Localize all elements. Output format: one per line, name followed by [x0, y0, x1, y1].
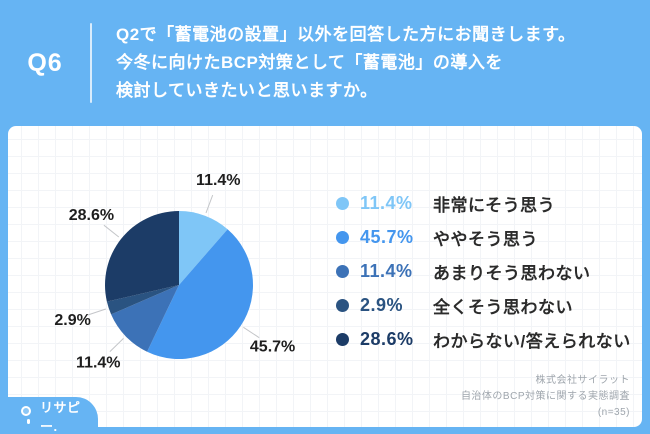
pin-magnifier-icon — [21, 406, 35, 425]
pie-value-label: 45.7% — [250, 339, 295, 356]
pie-leader-line — [103, 224, 120, 238]
legend-percent: 28.6% — [360, 329, 414, 349]
question-line-3: 検討していきたいと思いますか。 — [116, 81, 378, 100]
legend-label: ややそう思う — [433, 230, 538, 249]
brand-logo-text: リサピー. — [39, 399, 81, 434]
question-number: Q6 — [27, 48, 63, 77]
pie-leader-line — [243, 326, 260, 339]
legend-dot — [336, 299, 349, 312]
legend-percent: 2.9% — [360, 295, 404, 315]
legend-label: わからない/答えられない — [433, 332, 631, 351]
source-company: 株式会社サイラット — [535, 375, 630, 386]
legend-dot — [336, 333, 349, 346]
pie-slice-2 — [111, 285, 179, 352]
pie-leader-line — [205, 194, 214, 214]
question-line-2: 今冬に向けたBCP対策として「蓄電池」の導入を — [116, 53, 503, 72]
legend-item: 11.4% 非常にそう思う — [336, 192, 631, 215]
legend-label: あまりそう思わない — [433, 264, 591, 283]
pie-slice-0 — [179, 211, 228, 285]
source-survey-title: 自治体のBCP対策に関する実態調査 — [460, 391, 630, 402]
pie-slice-1 — [147, 229, 254, 360]
legend-percent: 11.4% — [360, 193, 413, 213]
source-sample-size: (n=35) — [597, 407, 630, 418]
pie-slice-3 — [106, 285, 179, 315]
chart-legend: 11.4% 非常にそう思う 45.7% ややそう思う 11.4% あまりそう思わ… — [336, 192, 631, 351]
pie-leader-line — [87, 308, 106, 316]
legend-dot — [336, 231, 349, 244]
legend-label: 全くそう思わない — [433, 298, 573, 317]
survey-source: 株式会社サイラット 自治体のBCP対策に関する実態調査 (n=35) — [461, 373, 630, 421]
legend-item: 11.4% あまりそう思わない — [336, 260, 631, 283]
pie-value-label: 28.6% — [69, 207, 114, 224]
legend-dot — [336, 197, 349, 210]
question-line-1: Q2で「蓄電池の設置」以外を回答した方にお聞きします。 — [116, 25, 576, 44]
header-divider — [90, 23, 92, 103]
question-header: Q6 Q2で「蓄電池の設置」以外を回答した方にお聞きします。 今冬に向けたBCP… — [0, 0, 650, 126]
pie-value-label: 11.4% — [196, 172, 240, 189]
chart-card — [8, 126, 642, 427]
brand-badge: リサピー. — [0, 397, 98, 434]
legend-dot — [336, 265, 349, 278]
question-text: Q2で「蓄電池の設置」以外を回答した方にお聞きします。 今冬に向けたBCP対策と… — [92, 21, 575, 105]
legend-item: 28.6% わからない/答えられない — [336, 328, 631, 351]
pie-slice-4 — [105, 211, 179, 302]
legend-percent: 45.7% — [360, 227, 414, 247]
legend-item: 45.7% ややそう思う — [336, 226, 631, 249]
legend-percent: 11.4% — [360, 261, 413, 281]
legend-item: 2.9% 全くそう思わない — [336, 294, 631, 317]
pie-leader-line — [109, 338, 124, 352]
pie-value-label: 2.9% — [54, 312, 90, 329]
legend-label: 非常にそう思う — [433, 196, 556, 215]
pie-value-label: 11.4% — [76, 355, 120, 372]
